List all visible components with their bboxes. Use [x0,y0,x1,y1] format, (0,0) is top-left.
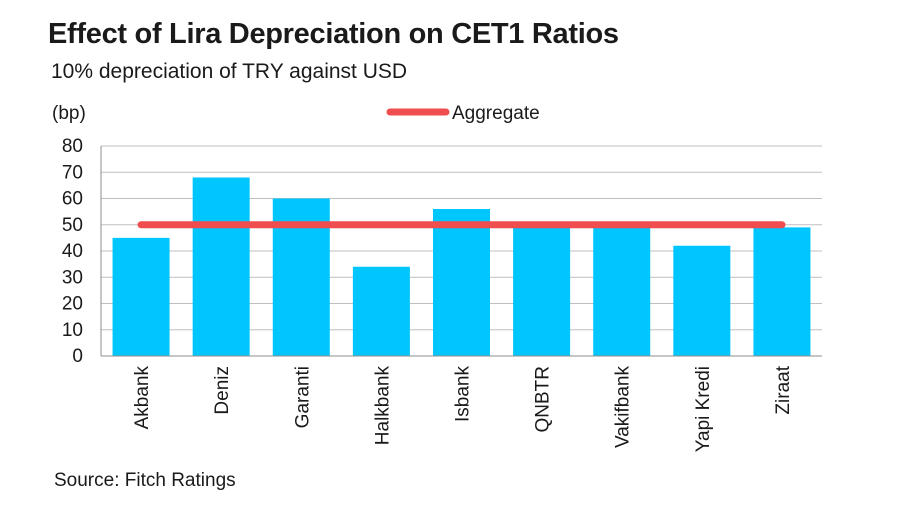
chart-title: Effect of Lira Depreciation on CET1 Rati… [48,18,619,50]
x-tick-label: Isbank [453,366,474,422]
x-tick-label: Deniz [212,366,233,415]
x-tick-label: Yapi Kredi [693,366,714,452]
y-tick-label: 20 [62,294,83,315]
chart-subtitle: 10% depreciation of TRY against USD [51,60,408,83]
y-tick-label: 10 [62,320,83,341]
y-tick-label: 40 [62,241,83,262]
bar-akbank [112,237,170,356]
bar-isbank [433,209,490,356]
legend-label-aggregate: Aggregate [452,103,540,124]
x-tick-label: Garanti [292,366,313,428]
y-tick-label: 60 [62,189,83,210]
axes [100,146,822,357]
bars [112,177,811,356]
x-tick-labels: Akbank Deniz Garanti Halkbank Isbank QNBTR Vak… [132,365,794,452]
y-tick-label: 80 [62,136,83,157]
bar-yapi-kredi [673,245,731,356]
y-tick-label: 70 [62,162,83,183]
x-tick-label: Ziraat [773,365,794,414]
y-tick-labels: 0 10 20 30 40 50 60 70 80 [62,136,83,367]
y-tick-label: 50 [62,215,83,236]
x-tick-label: Halkbank [372,366,393,446]
x-tick-label: Akbank [132,366,153,430]
y-tick-label: 30 [62,267,83,288]
legend: Aggregate [386,103,540,124]
y-tick-label: 0 [72,346,83,367]
bar-halkbank [352,266,410,356]
bar-vakifbank [593,227,651,356]
bar-qnbtr [513,227,571,356]
x-tick-label: Vakifbank [613,366,634,449]
bar-ziraat [753,227,811,356]
source-note: Source: Fitch Ratings [54,470,236,491]
x-tick-label: QNBTR [533,366,554,433]
y-axis-label: (bp) [52,103,86,124]
bar-deniz [192,177,250,356]
